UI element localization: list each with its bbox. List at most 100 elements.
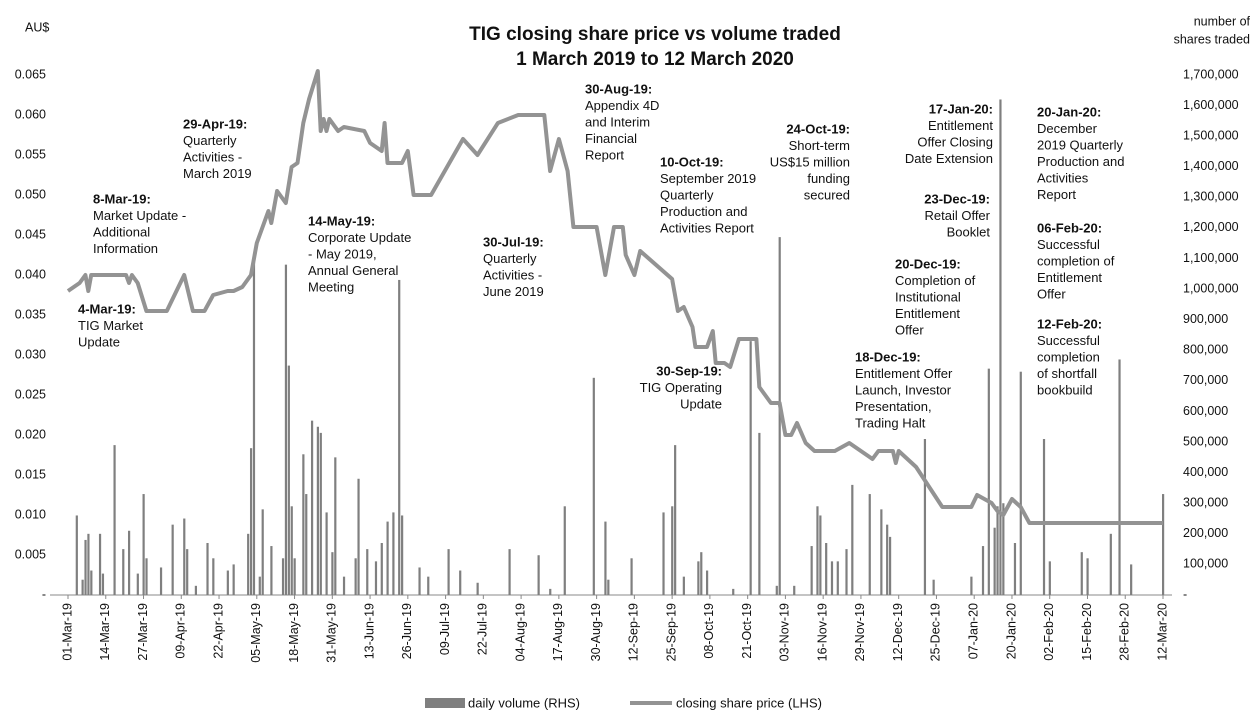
x-tick-label: 17-Aug-19 bbox=[551, 603, 565, 661]
volume-bar bbox=[1013, 543, 1017, 595]
x-tick-label: 08-Oct-19 bbox=[702, 603, 716, 659]
annotation-text: Report bbox=[1037, 187, 1076, 202]
volume-bar bbox=[810, 546, 813, 595]
annotation-text: funding bbox=[807, 171, 850, 186]
legend-swatch bbox=[425, 698, 465, 708]
volume-bar bbox=[851, 484, 854, 595]
annotation-text: Completion of bbox=[895, 273, 976, 288]
x-tick-label: 26-Jun-19 bbox=[400, 603, 414, 659]
annotation-text: Trading Halt bbox=[855, 415, 926, 430]
volume-bar bbox=[290, 506, 293, 595]
volume-bar bbox=[1162, 494, 1165, 595]
volume-bar bbox=[136, 573, 139, 595]
volume-bar bbox=[758, 432, 761, 595]
volume-bar bbox=[1019, 371, 1022, 595]
annotation-text: September 2019 bbox=[660, 171, 756, 186]
annotation-text: Successful bbox=[1037, 237, 1100, 252]
y2-tick-label: 1,200,000 bbox=[1183, 220, 1239, 234]
y2-tick-label: 500,000 bbox=[1183, 434, 1228, 448]
volume-bar bbox=[249, 448, 253, 595]
x-tick-label: 22-Apr-19 bbox=[211, 603, 225, 659]
annotation-date: 29-Apr-19: bbox=[183, 116, 247, 131]
annotation-text: Meeting bbox=[308, 279, 354, 294]
volume-bar bbox=[293, 558, 296, 595]
x-tick-label: 28-Feb-20 bbox=[1118, 603, 1132, 661]
annotation-text: Activities Report bbox=[660, 220, 754, 235]
y2-tick-label: 300,000 bbox=[1183, 496, 1228, 510]
volume-bar bbox=[886, 524, 889, 595]
annotation-text: Presentation, bbox=[855, 399, 932, 414]
volume-bar bbox=[232, 564, 235, 595]
annotation-text: Successful bbox=[1037, 333, 1100, 348]
annotation-text: completion of bbox=[1037, 253, 1115, 268]
y2-tick-label: 200,000 bbox=[1183, 526, 1228, 540]
y2-tick-label: 1,400,000 bbox=[1183, 159, 1239, 173]
x-tick-label: 16-Nov-19 bbox=[815, 603, 829, 661]
annotation-text: Short-term bbox=[789, 138, 850, 153]
annotation-date: 10-Oct-19: bbox=[660, 154, 724, 169]
volume-bar bbox=[447, 549, 450, 595]
x-tick-label: 07-Jan-20 bbox=[967, 603, 981, 659]
x-tick-label: 15-Feb-20 bbox=[1080, 603, 1094, 661]
y-axis-label: AU$ bbox=[25, 20, 49, 34]
volume-bar bbox=[310, 420, 314, 595]
annotation-text: Activities bbox=[1037, 170, 1089, 185]
y2-tick-label: 900,000 bbox=[1183, 312, 1228, 326]
volume-bar bbox=[270, 546, 273, 595]
y-tick-label: 0.065 bbox=[15, 67, 46, 81]
volume-bar bbox=[932, 579, 935, 595]
volume-bar bbox=[563, 506, 566, 595]
volume-bar bbox=[845, 549, 848, 595]
y-tick-label: 0.045 bbox=[15, 227, 46, 241]
y-tick-label: 0.030 bbox=[15, 347, 46, 361]
y-tick-label: 0.005 bbox=[15, 547, 46, 561]
annotation-text: Corporate Update bbox=[308, 230, 411, 245]
volume-bar bbox=[778, 237, 781, 595]
volume-bar bbox=[592, 377, 595, 595]
volume-bar bbox=[732, 588, 735, 595]
y2-tick-label: 1,300,000 bbox=[1183, 190, 1239, 204]
volume-bar bbox=[142, 494, 145, 595]
x-tick-label: 05-May-19 bbox=[249, 603, 263, 663]
x-tick-label: 25-Dec-19 bbox=[929, 603, 943, 661]
annotation-text: Activities - bbox=[483, 267, 542, 282]
volume-bar bbox=[1118, 359, 1121, 595]
volume-bar bbox=[923, 439, 927, 595]
x-tick-label: 25-Sep-19 bbox=[664, 603, 678, 661]
x-tick-label: 22-Jul-19 bbox=[476, 603, 490, 655]
annotation-text: TIG Market bbox=[78, 318, 143, 333]
annotation-text: Production and bbox=[1037, 154, 1124, 169]
volume-bar bbox=[888, 536, 892, 595]
volume-bar bbox=[1130, 564, 1133, 595]
annotation-text: Annual General bbox=[308, 263, 398, 278]
volume-bar bbox=[374, 561, 378, 595]
volume-bar bbox=[261, 509, 264, 595]
volume-bar bbox=[252, 258, 256, 595]
volume-bar bbox=[1086, 558, 1089, 595]
annotation-date: 14-May-19: bbox=[308, 213, 375, 228]
volume-bar bbox=[258, 576, 261, 595]
x-tick-label: 02-Feb-20 bbox=[1042, 603, 1056, 661]
volume-bar bbox=[981, 546, 985, 595]
volume-bar bbox=[247, 533, 250, 595]
volume-bar bbox=[171, 524, 174, 595]
volume-bar bbox=[1080, 552, 1083, 595]
y2-tick-label: 800,000 bbox=[1183, 343, 1228, 357]
volume-bar bbox=[316, 426, 319, 595]
volume-bar bbox=[331, 552, 334, 595]
annotation-text: Booklet bbox=[947, 224, 991, 239]
volume-bar bbox=[819, 515, 822, 595]
volume-bar bbox=[537, 555, 540, 595]
annotation-text: Quarterly bbox=[183, 133, 237, 148]
volume-bar bbox=[98, 533, 102, 595]
volume-bar bbox=[90, 570, 93, 595]
volume-bar bbox=[825, 543, 828, 595]
volume-bar bbox=[662, 512, 665, 595]
y2-tick-label: 1,700,000 bbox=[1183, 67, 1239, 81]
volume-bar bbox=[122, 549, 125, 595]
annotation-text: and Interim bbox=[585, 114, 650, 129]
volume-bar bbox=[386, 521, 389, 595]
volume-bar bbox=[319, 432, 322, 595]
annotation-date: 30-Jul-19: bbox=[483, 234, 544, 249]
